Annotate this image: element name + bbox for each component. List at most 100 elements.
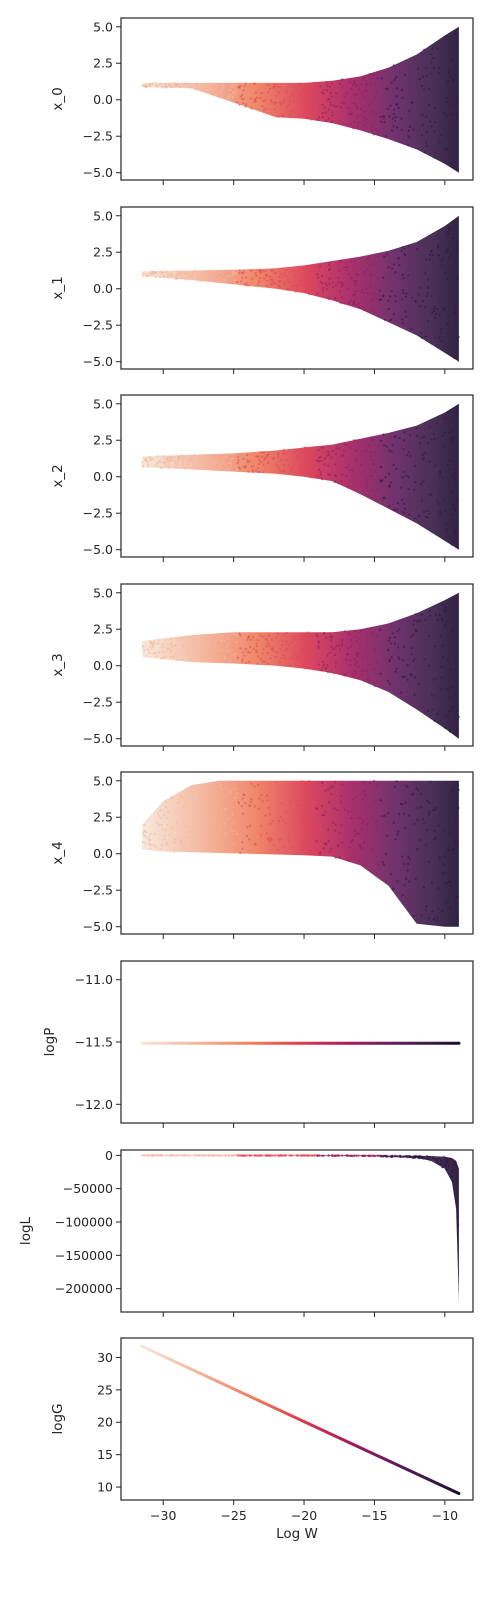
scatter-point xyxy=(456,709,460,713)
scatter-point xyxy=(345,658,348,661)
scatter-point xyxy=(236,461,239,464)
scatter-point xyxy=(294,84,297,87)
scatter-point xyxy=(290,470,293,474)
scatter-point xyxy=(154,464,157,467)
scatter-point xyxy=(306,850,309,853)
y-tick-label: 0.0 xyxy=(93,846,113,861)
scatter-point xyxy=(347,113,350,116)
scatter-point xyxy=(217,831,220,834)
scatter-point xyxy=(182,277,185,280)
scatter-point xyxy=(371,436,374,439)
scatter-point xyxy=(350,816,353,820)
scatter-point xyxy=(424,66,427,69)
scatter-point xyxy=(215,278,218,281)
scatter-point xyxy=(141,461,144,464)
scatter-point xyxy=(182,796,185,800)
scatter-point xyxy=(338,447,341,450)
x-axis-label: Log W xyxy=(276,1526,318,1542)
scatter-point xyxy=(374,800,377,803)
scatter-point xyxy=(300,465,303,469)
scatter-density-region xyxy=(142,403,459,550)
scatter-point xyxy=(438,857,441,860)
scatter-point xyxy=(360,827,363,830)
scatter-point xyxy=(232,1154,235,1157)
scatter-point xyxy=(177,463,180,466)
scatter-point xyxy=(390,290,393,293)
scatter-point xyxy=(225,279,228,282)
scatter-point xyxy=(235,635,238,638)
scatter-point xyxy=(341,644,344,647)
scatter-point xyxy=(361,669,364,672)
scatter-point xyxy=(424,844,428,847)
scatter-point xyxy=(328,108,331,111)
scatter-point xyxy=(410,653,413,656)
scatter-point xyxy=(369,285,372,288)
scatter-point xyxy=(334,780,337,783)
scatter-point xyxy=(198,270,201,273)
scatter-point xyxy=(258,458,261,461)
scatter-point xyxy=(355,280,358,283)
scatter-point xyxy=(439,513,442,516)
scatter-point xyxy=(363,291,366,295)
scatter-point xyxy=(362,1154,365,1157)
data-layer xyxy=(141,592,460,739)
scatter-point xyxy=(346,287,350,290)
y-tick-label: −100000 xyxy=(55,1215,113,1230)
scatter-point xyxy=(349,1154,352,1157)
scatter-point xyxy=(247,470,250,473)
scatter-point xyxy=(441,476,444,479)
scatter-point xyxy=(393,642,397,645)
scatter-point xyxy=(377,863,380,866)
scatter-point xyxy=(395,780,398,783)
scatter-point xyxy=(219,271,222,274)
scatter-point xyxy=(382,497,385,500)
scatter-point xyxy=(330,793,333,796)
scatter-point xyxy=(444,522,447,525)
scatter-point xyxy=(401,96,404,99)
scatter-point xyxy=(407,129,410,132)
scatter-point xyxy=(436,713,439,716)
scatter-point xyxy=(423,306,427,309)
scatter-point xyxy=(308,456,311,459)
scatter-point xyxy=(332,648,335,651)
scatter-point xyxy=(452,1180,455,1183)
scatter-point xyxy=(271,278,274,281)
scatter-point xyxy=(329,104,332,107)
scatter-point xyxy=(221,269,224,272)
scatter-point xyxy=(383,121,386,124)
scatter-point xyxy=(222,453,225,456)
scatter-point xyxy=(407,245,410,248)
scatter-point xyxy=(434,337,437,340)
scatter-point xyxy=(413,464,417,467)
scatter-point xyxy=(195,273,198,276)
scatter-point xyxy=(429,614,432,617)
scatter-point xyxy=(360,1154,364,1157)
scatter-point xyxy=(260,96,263,99)
scatter-point xyxy=(145,654,148,657)
scatter-point xyxy=(436,618,439,622)
scatter-point xyxy=(151,1154,155,1157)
scatter-point xyxy=(326,671,330,674)
scatter-point xyxy=(363,273,366,276)
scatter-point xyxy=(170,637,173,640)
scatter-point xyxy=(350,841,353,844)
scatter-point xyxy=(339,82,342,85)
scatter-point xyxy=(188,653,191,657)
scatter-point xyxy=(173,81,176,85)
scatter-point xyxy=(346,652,349,656)
scatter-point xyxy=(441,644,444,647)
scatter-point xyxy=(402,292,405,295)
scatter-point xyxy=(422,88,425,91)
scatter-point xyxy=(267,838,270,841)
scatter-point xyxy=(426,1155,429,1158)
scatter-point xyxy=(221,635,224,638)
scatter-point xyxy=(387,649,390,652)
scatter-point xyxy=(279,459,282,462)
scatter-point xyxy=(278,285,281,289)
scatter-point xyxy=(446,248,449,251)
scatter-point xyxy=(363,119,367,122)
scatter-point xyxy=(149,645,152,648)
scatter-point xyxy=(355,661,358,664)
